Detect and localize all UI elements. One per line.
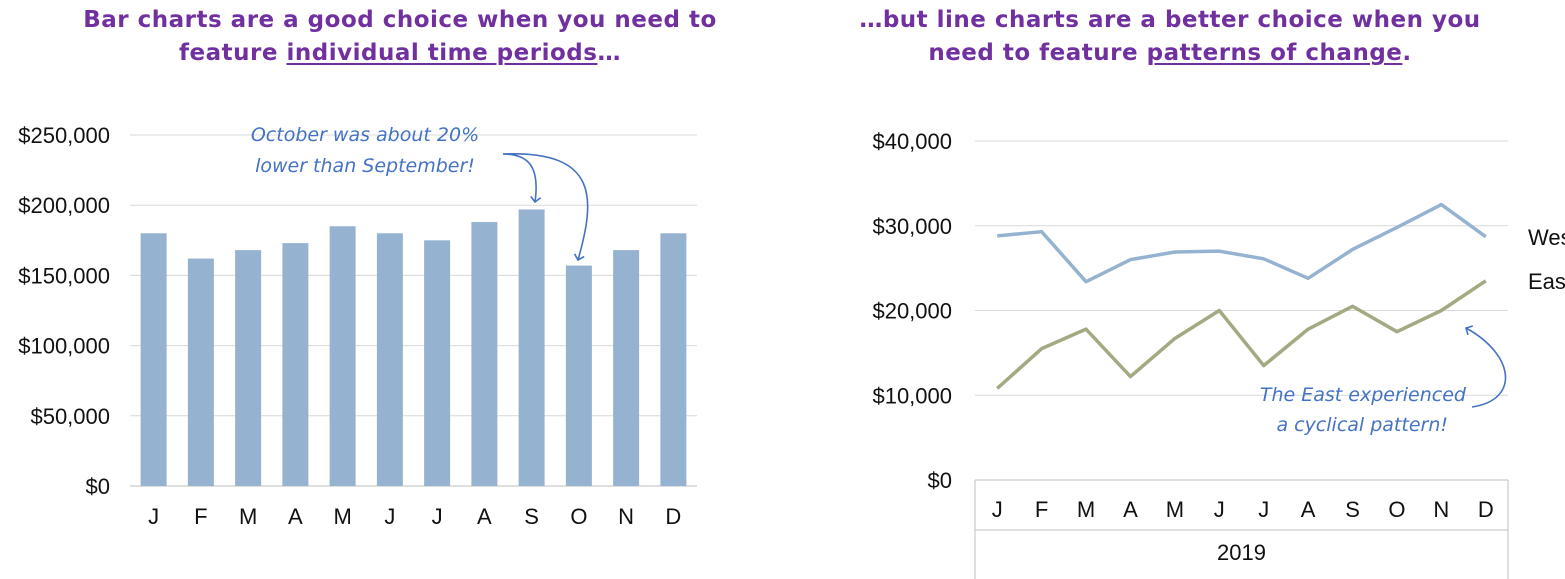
line-y-tick-label: $0 <box>928 468 952 493</box>
bar <box>329 226 356 486</box>
bar <box>424 240 451 486</box>
bar <box>518 209 545 487</box>
bar-x-tick-label: J <box>384 504 395 529</box>
line-x-tick-label: N <box>1433 497 1449 522</box>
line-x-tick-label: O <box>1388 497 1405 522</box>
east-annotation-arrow <box>1465 325 1507 408</box>
line-x-tick-label: M <box>1077 497 1095 522</box>
bar-x-tick-label: N <box>618 504 634 529</box>
right-chart-title: …but line charts are a better choice whe… <box>859 7 1481 66</box>
bar-y-tick-label: $250,000 <box>18 123 110 148</box>
line-y-tick-label: $30,000 <box>872 214 952 239</box>
series-line-east <box>996 279 1487 390</box>
bar-x-tick-label: S <box>524 504 539 529</box>
series-line-west <box>997 202 1487 284</box>
bar-x-tick-label: A <box>477 504 492 529</box>
bar <box>613 250 640 486</box>
east-annotation-line: a cyclical pattern! <box>1276 414 1448 436</box>
line-y-tick-label: $20,000 <box>872 299 952 324</box>
bar-x-tick-label: F <box>194 504 207 529</box>
bar <box>660 233 687 486</box>
bar-x-tick-label: O <box>570 504 587 529</box>
east-annotation-line: The East experienced <box>1260 384 1467 406</box>
bar-chart: $0 $50,000 $100,000 $150,000 $200,000 $250,00… <box>18 123 697 529</box>
bar-x-tick-label: A <box>288 504 303 529</box>
bar-x-tick-label: M <box>239 504 257 529</box>
annotations <box>502 153 1507 408</box>
october-annotation-line: October was about 20% <box>251 124 479 146</box>
october-annotation-arrow-2 <box>502 153 589 262</box>
line-x-tick-label: S <box>1345 497 1360 522</box>
bar <box>471 222 498 486</box>
line-x-group-label: 2019 <box>1217 540 1266 565</box>
line-x-tick-label: F <box>1035 497 1048 522</box>
line-x-tick-label: J <box>1214 497 1225 522</box>
line-y-tick-label: $10,000 <box>872 383 952 408</box>
october-annotation-arrow-1 <box>502 153 542 204</box>
october-annotation-line: lower than September! <box>255 155 475 177</box>
line-x-tick-label: A <box>1123 497 1138 522</box>
bar-y-tick-label: $50,000 <box>30 404 110 429</box>
bar-x-tick-label: M <box>333 504 351 529</box>
left-chart-title: Bar charts are a good choice when you ne… <box>83 7 717 66</box>
line-chart: $0 $10,000 $20,000 $30,000 $40,000 J F M A M J J A S O… <box>872 129 1565 579</box>
line-x-tick-label: D <box>1478 497 1494 522</box>
bar <box>235 250 262 486</box>
bar-x-tick-label: D <box>665 504 681 529</box>
bar-x-tick-label: J <box>432 504 443 529</box>
line-x-tick-label: J <box>1258 497 1269 522</box>
bar <box>376 233 403 486</box>
bar-y-tick-label: $100,000 <box>18 334 110 359</box>
bar <box>282 243 309 486</box>
series-label-east: East <box>1528 269 1565 294</box>
line-x-tick-label: J <box>992 497 1003 522</box>
bar <box>187 258 214 486</box>
series-label-west: West <box>1528 225 1565 250</box>
bar-x-tick-label: J <box>148 504 159 529</box>
line-y-tick-label: $40,000 <box>872 129 952 154</box>
bar-y-tick-label: $200,000 <box>18 193 110 218</box>
bar <box>565 265 592 486</box>
line-x-tick-label: A <box>1301 497 1316 522</box>
line-x-tick-label: M <box>1166 497 1184 522</box>
bar-y-tick-label: $150,000 <box>18 263 110 288</box>
bar <box>140 233 167 486</box>
bar-y-tick-label: $0 <box>86 474 110 499</box>
